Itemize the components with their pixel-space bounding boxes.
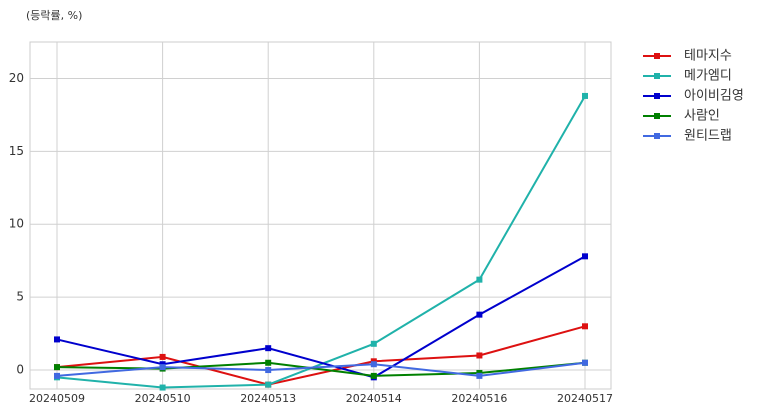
y-tick-label: 20 [9,71,24,85]
point [265,381,272,388]
point [582,359,588,366]
point [370,361,377,368]
legend-label: 원티드랩 [684,129,732,144]
point [370,372,377,379]
x-tick-label: 20240517 [557,392,613,405]
point [54,372,60,379]
series-line [56,95,586,389]
legend-label: 테마지수 [684,49,732,64]
x-tick-label: 20240513 [240,392,296,405]
y-tick-label: 10 [9,217,24,231]
point [476,372,483,379]
point [159,353,166,360]
point [54,364,60,371]
y-tick-label: 5 [16,290,24,304]
point [265,359,272,366]
point [582,92,588,99]
series-line [56,361,586,377]
series-line [56,325,586,386]
x-tick-label: 20240509 [29,392,85,405]
x-tick-label: 20240514 [346,392,402,405]
point [582,253,588,260]
legend-label: 아이비김영 [684,89,744,104]
point [159,384,166,391]
series-line [56,255,586,379]
legend-marker [654,93,660,99]
legend-label: 메가엠디 [684,69,732,84]
legend-marker [654,113,660,119]
plot-frame [29,41,612,390]
legend-label: 사람인 [684,109,720,124]
point [476,352,483,359]
x-tick-label: 20240516 [451,392,507,405]
legend-marker [654,53,660,59]
point [582,323,588,330]
point [159,364,166,371]
point [370,340,377,347]
point [476,276,483,283]
legend-marker [654,133,660,139]
y-tick-label: 15 [9,144,24,158]
chart-subtitle: (등락률, %) [26,9,82,22]
point [54,336,60,343]
point [265,367,272,374]
point [476,311,483,318]
x-tick-label: 20240510 [135,392,191,405]
y-tick-label: 0 [16,363,24,377]
legend-marker [654,73,660,79]
point [265,345,272,352]
